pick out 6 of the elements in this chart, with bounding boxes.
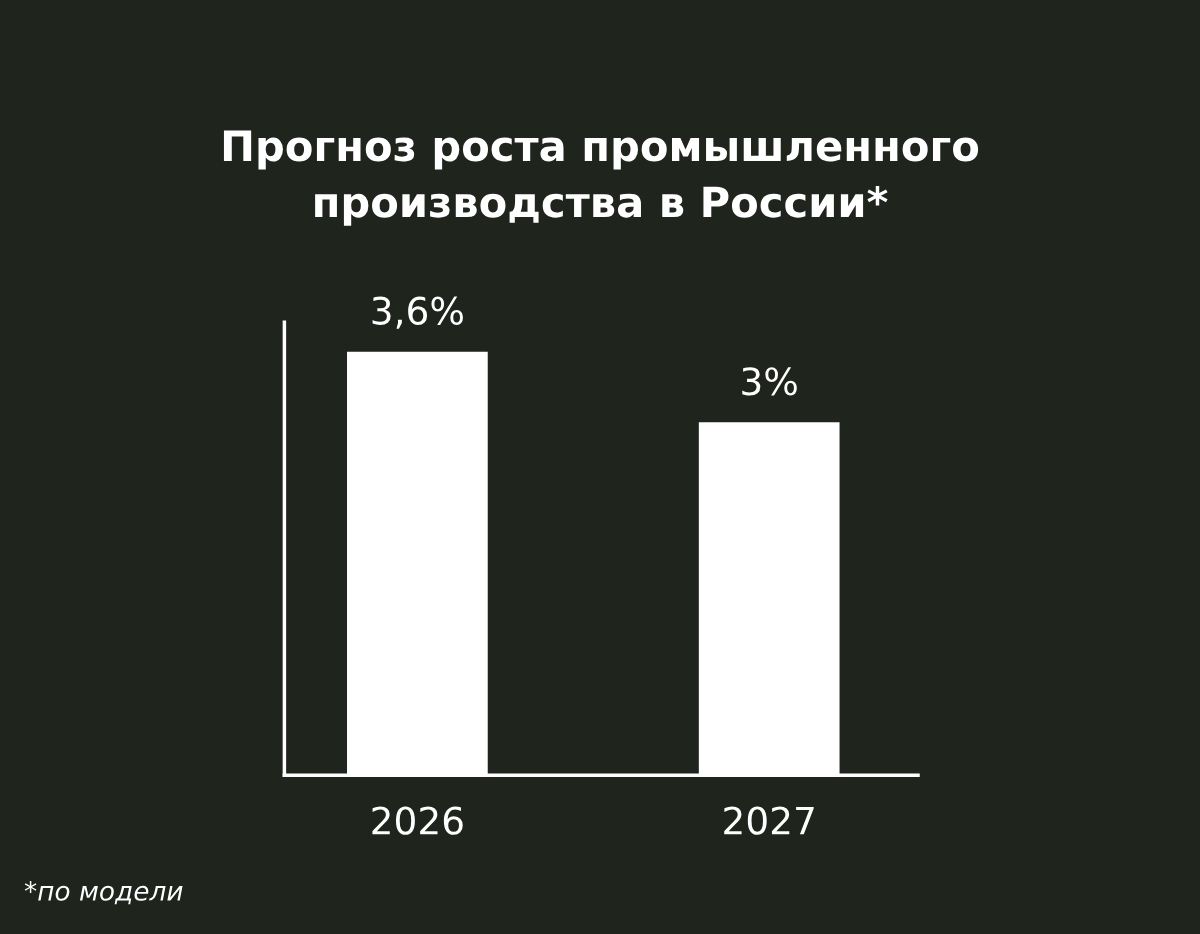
x-tick-label: 2027 xyxy=(724,806,814,835)
data-label: 3,6% xyxy=(372,296,463,329)
text: *по модели xyxy=(24,880,183,905)
x-tick-label: 2026 xyxy=(372,806,463,835)
data-label: 3% xyxy=(742,367,797,396)
chart-title: Прогноз роста промышленного производства в России* xyxy=(223,130,979,226)
